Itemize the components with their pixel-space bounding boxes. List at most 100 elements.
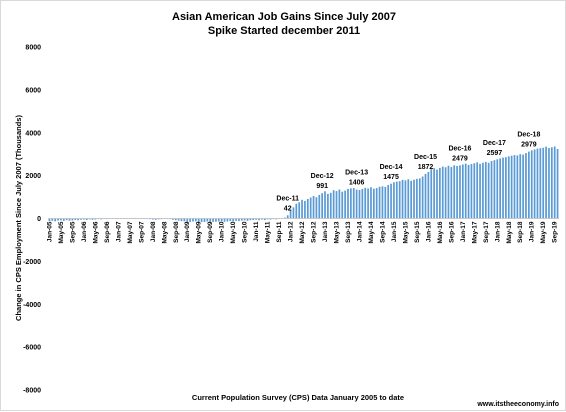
- bar: [344, 190, 346, 219]
- bar: [217, 218, 220, 222]
- bar: [298, 202, 301, 219]
- bar: [444, 167, 447, 219]
- bar: [384, 186, 387, 219]
- bar: [439, 167, 441, 219]
- bar: [398, 181, 401, 219]
- annotation-value: 1406: [349, 180, 365, 187]
- annotation-value: 3240: [556, 1, 566, 3]
- bar: [65, 218, 68, 221]
- bar: [238, 218, 240, 222]
- bar: [295, 203, 298, 219]
- bar: [410, 180, 413, 219]
- annotation-month: Dec-11: [276, 195, 299, 202]
- bar: [309, 197, 312, 219]
- bar: [180, 218, 183, 222]
- data-annotations: Dec-11 42 Dec-12 991 Dec-13 1406 Dec-14 1475 Dec…: [276, 1, 566, 212]
- bar: [370, 187, 372, 219]
- bar: [252, 218, 255, 220]
- bar: [536, 148, 539, 219]
- annotation-value: 1872: [418, 164, 434, 171]
- x-tick-label: Sep-17: [483, 221, 490, 243]
- x-tick-label: May-14: [368, 221, 375, 243]
- bar: [154, 218, 157, 220]
- bar: [48, 218, 51, 222]
- bar: [461, 164, 464, 219]
- x-tick-label: May-12: [299, 221, 306, 243]
- y-tick-label: 6000: [25, 87, 41, 94]
- bar: [249, 218, 252, 221]
- bar: [94, 218, 97, 220]
- x-tick-label: May-09: [196, 221, 203, 243]
- bar: [401, 179, 404, 219]
- bar: [240, 218, 243, 221]
- bar: [355, 189, 358, 219]
- x-tick-label: Jan-19: [529, 221, 536, 242]
- x-tick-label: May-19: [540, 221, 547, 243]
- y-tick-label: 0: [37, 216, 41, 223]
- bar: [332, 190, 335, 219]
- bar: [215, 218, 217, 222]
- bar: [266, 218, 269, 220]
- bar: [292, 207, 295, 219]
- bar: [393, 182, 395, 219]
- bar: [519, 154, 522, 219]
- bar: [528, 151, 530, 219]
- bar: [306, 198, 309, 219]
- x-tick-label: Jan-16: [425, 221, 432, 242]
- bar: [545, 146, 547, 219]
- bar: [60, 218, 62, 221]
- bar: [304, 200, 306, 219]
- bar: [258, 218, 260, 221]
- bar: [263, 218, 266, 220]
- y-tick-label: -4000: [23, 302, 41, 309]
- bar: [473, 163, 476, 219]
- bar: [255, 218, 257, 220]
- credit-text: www.itstheeconomy.info: [476, 401, 559, 408]
- bar: [372, 188, 375, 219]
- bar: [212, 218, 214, 222]
- x-tick-label: Jan-12: [288, 221, 295, 242]
- y-tick-label: -2000: [23, 259, 41, 266]
- bar: [286, 215, 289, 219]
- bar: [358, 189, 361, 219]
- bar: [464, 163, 467, 219]
- y-tick-label: 8000: [25, 45, 41, 52]
- bar: [553, 146, 556, 219]
- bar: [381, 186, 384, 219]
- annotation-value: 2597: [487, 150, 503, 157]
- bar: [416, 178, 418, 219]
- annotation-month: Dec-18: [517, 132, 540, 139]
- bar: [513, 155, 516, 219]
- bar: [189, 218, 191, 222]
- bar: [220, 218, 223, 222]
- bar: [533, 149, 536, 219]
- bar: [479, 163, 481, 219]
- bar: [456, 165, 458, 219]
- bar: [200, 218, 203, 223]
- x-tick-label: Sep-07: [138, 221, 145, 243]
- bar: [548, 147, 550, 219]
- bar: [484, 161, 487, 219]
- bar: [490, 161, 493, 219]
- x-tick-label: Sep-19: [552, 221, 559, 243]
- x-tick-label: May-18: [506, 221, 513, 243]
- bar: [74, 218, 77, 220]
- bar: [232, 218, 235, 222]
- bar: [186, 218, 189, 222]
- bar: [427, 171, 430, 219]
- x-tick-label: Sep-14: [379, 221, 386, 243]
- bar: [418, 178, 421, 219]
- y-axis-ticks: 8000 6000 4000 2000 0 -2000 -4000 -6000 -8000: [23, 45, 41, 395]
- bar: [261, 218, 263, 220]
- bar: [453, 165, 456, 219]
- bar: [493, 160, 496, 219]
- bar: [194, 218, 197, 222]
- bar: [421, 176, 424, 219]
- bar: [507, 156, 510, 219]
- bar: [499, 158, 502, 219]
- annotation-month: Dec-12: [311, 173, 334, 180]
- bar: [430, 169, 433, 219]
- bar: [530, 150, 533, 219]
